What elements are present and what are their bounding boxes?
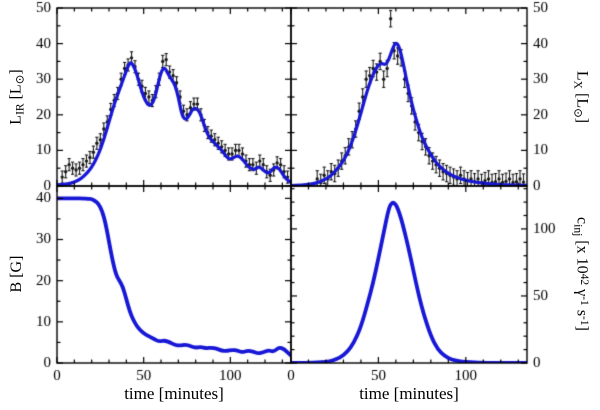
y-axis-title-cinj: cinj [x 1042 γ-1 s-1] — [571, 217, 591, 331]
x-axis-title-right: time [minutes] — [359, 384, 459, 403]
y-axis-title-lir: LIR [L⊙] — [7, 69, 27, 125]
y-axis-title-b: B [G] — [8, 255, 25, 293]
x-axis-title-left: time [minutes] — [124, 384, 224, 403]
y-axis-title-lx: LX [L⊙] — [571, 70, 591, 124]
